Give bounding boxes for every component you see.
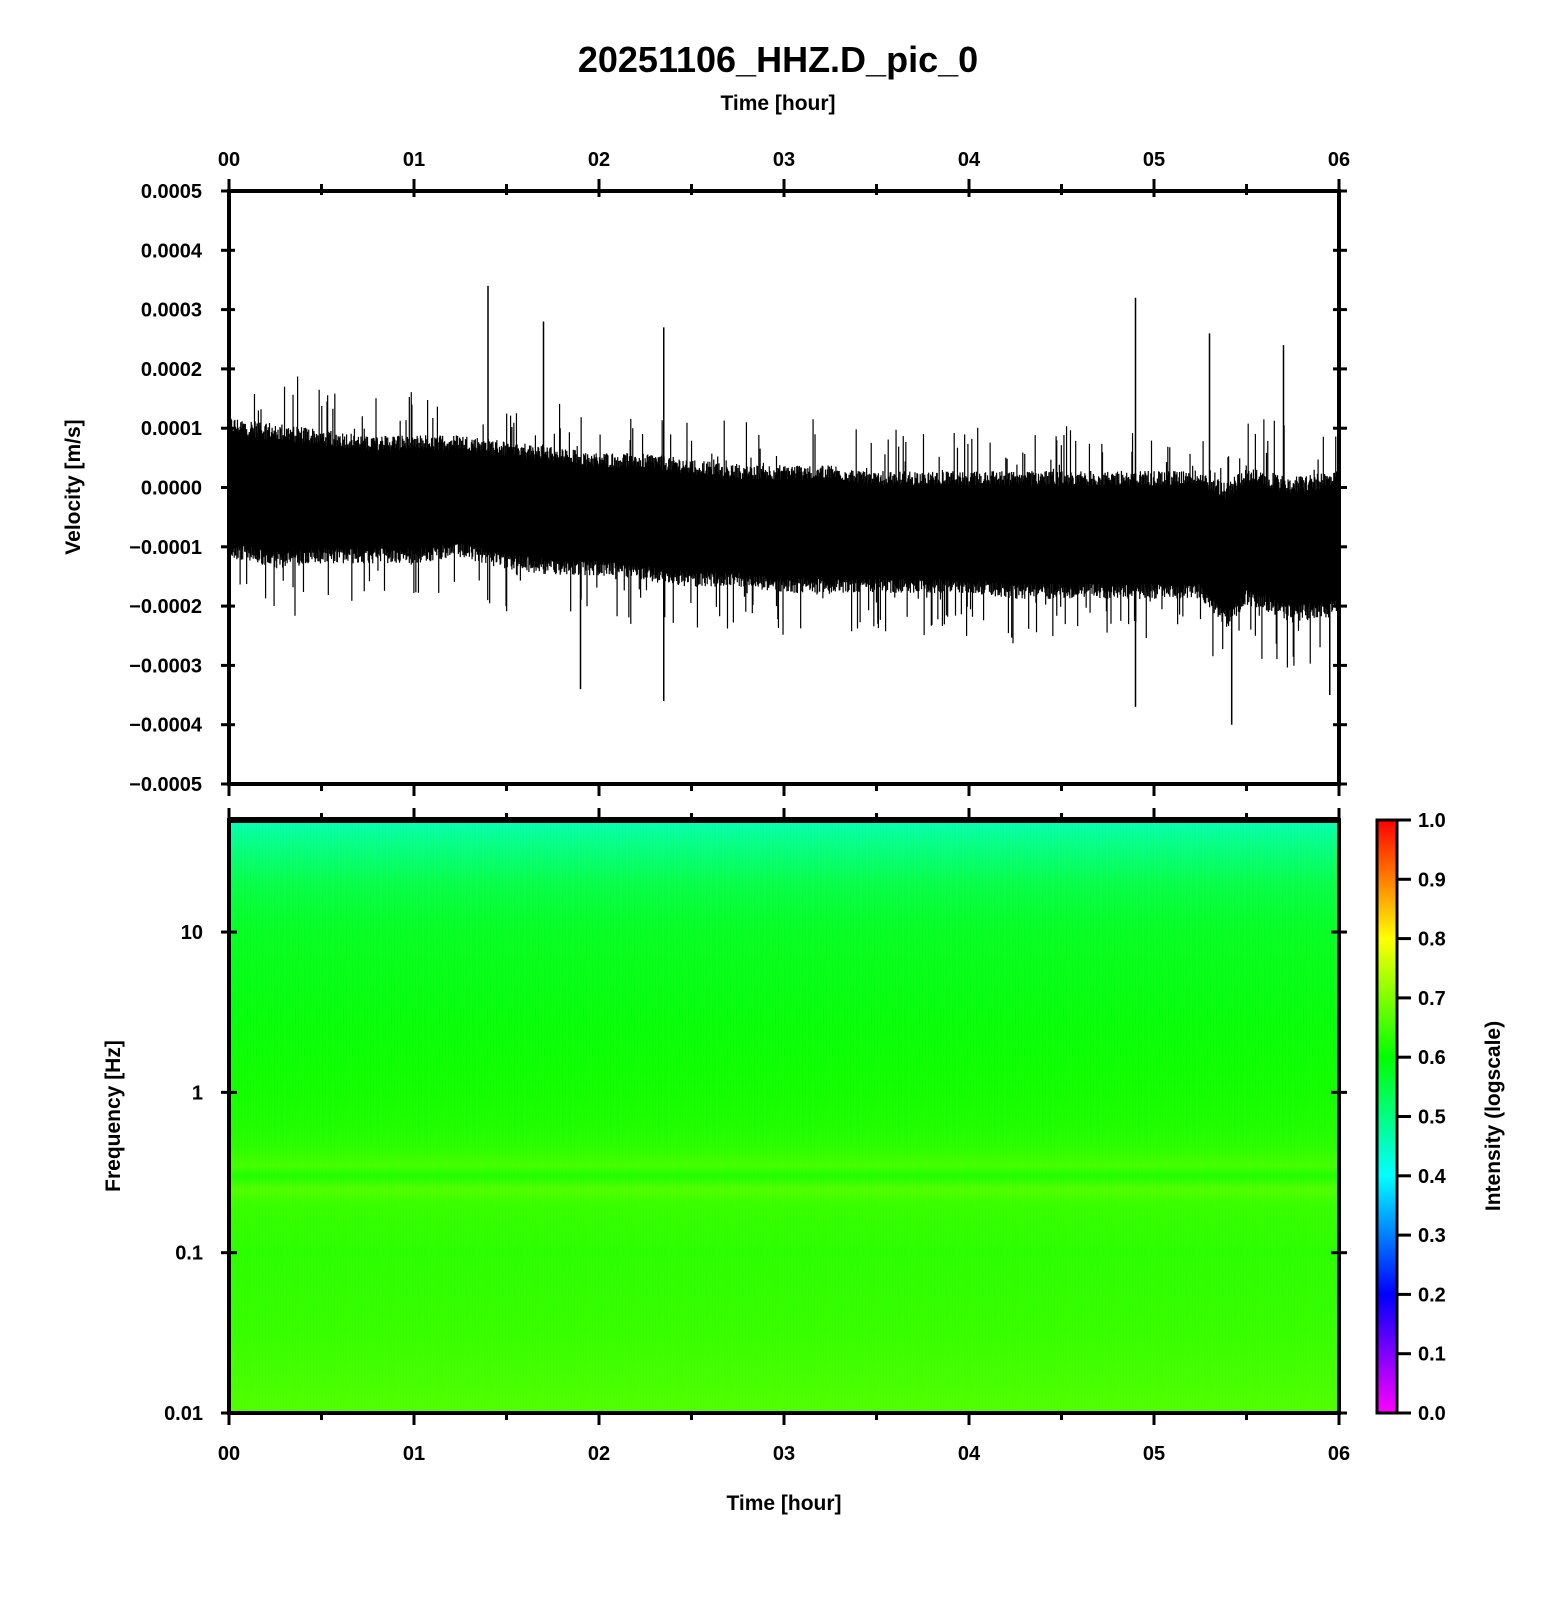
bottom-x-tick-label: 02 [588,1443,610,1465]
spectrogram-ylabel: Frequency [Hz] [102,1040,125,1192]
spectrogram-y-tick-label: 0.1 [175,1243,203,1265]
waveform-ylabel: Velocity [m/s] [62,419,85,554]
chart-title: 20251106_HHZ.D_pic_0 [578,39,978,80]
colorbar-tick-label: 0.7 [1418,988,1446,1010]
colorbar-ticks: 1.0 0.9 0.8 0.7 0.6 0.5 0.4 0.3 0.2 0.1 0.0 [1397,810,1447,1425]
waveform-y-tick-labels: 0.0005 0.0004 0.0003 0.0002 0.0001 0.0000 −0.0… [129,181,203,796]
bottom-x-tick-label: 01 [403,1443,425,1465]
colorbar-tick-label: 0.6 [1418,1047,1446,1069]
bottom-x-tick-labels: 00 01 02 03 04 05 06 [218,1443,1350,1465]
waveform-trace [228,285,1340,725]
waveform-y-tick-label: −0.0005 [129,774,202,796]
bottom-xaxis-label: Time [hour] [726,1492,841,1515]
top-xaxis-label: Time [hour] [720,92,835,115]
colorbar-tick-label: 1.0 [1418,810,1446,832]
top-x-tick-label: 02 [588,149,610,171]
waveform-y-tick-label: −0.0004 [129,715,203,737]
colorbar-tick-label: 0.9 [1418,869,1446,891]
colorbar-label: Intensity (logscale) [1482,1021,1505,1211]
spectrogram-panel: 10 1 0.1 0.01 00 01 02 03 04 05 06 Frequency [Hz]… [102,808,1350,1515]
colorbar-tick-label: 0.1 [1418,1344,1446,1366]
spectrogram-y-tick-labels: 10 1 0.1 0.01 [164,922,203,1425]
waveform-y-tick-label: −0.0002 [129,596,202,618]
spectrogram-ticks [221,808,1347,1425]
waveform-y-tick-label: −0.0001 [129,537,202,559]
bottom-x-tick-label: 03 [773,1443,795,1465]
colorbar-tick-label: 0.3 [1418,1225,1446,1247]
bottom-x-tick-label: 04 [958,1443,981,1465]
top-x-tick-label: 06 [1328,149,1350,171]
colorbar-tick-label: 0.8 [1418,929,1446,951]
top-x-tick-label: 04 [958,149,981,171]
waveform-y-tick-label: 0.0004 [141,240,203,262]
top-x-tick-label: 05 [1143,149,1165,171]
waveform-ticks [221,179,1347,796]
waveform-panel: 0.0005 0.0004 0.0003 0.0002 0.0001 0.0000 −0.0… [62,179,1347,796]
top-x-tick-label: 01 [403,149,425,171]
waveform-y-tick-label: 0.0003 [141,300,202,322]
waveform-y-tick-label: 0.0005 [141,181,202,203]
spectrogram-heatmap [229,820,1339,1413]
colorbar-tick-label: 0.5 [1418,1107,1446,1129]
colorbar-gradient [1375,818,1399,1415]
waveform-y-tick-label: 0.0001 [141,418,202,440]
waveform-y-tick-label: 0.0002 [141,359,202,381]
spectrogram-y-tick-label: 10 [181,922,203,944]
bottom-x-tick-label: 06 [1328,1443,1350,1465]
spectrogram-y-tick-label: 0.01 [164,1403,203,1425]
colorbar-tick-label: 0.2 [1418,1284,1446,1306]
bottom-x-tick-label: 05 [1143,1443,1165,1465]
colorbar-tick-label: 0.0 [1418,1403,1446,1425]
top-x-tick-label: 03 [773,149,795,171]
bottom-x-tick-label: 00 [218,1443,240,1465]
spectrogram-y-tick-label: 1 [192,1082,203,1104]
waveform-y-tick-label: 0.0000 [141,478,202,500]
waveform-noise-band [228,376,1340,668]
top-x-tick-labels: 00 01 02 03 04 05 06 [218,149,1350,171]
colorbar-tick-label: 0.4 [1418,1166,1447,1188]
waveform-y-tick-label: −0.0003 [129,655,202,677]
colorbar: 1.0 0.9 0.8 0.7 0.6 0.5 0.4 0.3 0.2 0.1 0.0 Intens… [1375,810,1505,1425]
top-x-tick-label: 00 [218,149,240,171]
